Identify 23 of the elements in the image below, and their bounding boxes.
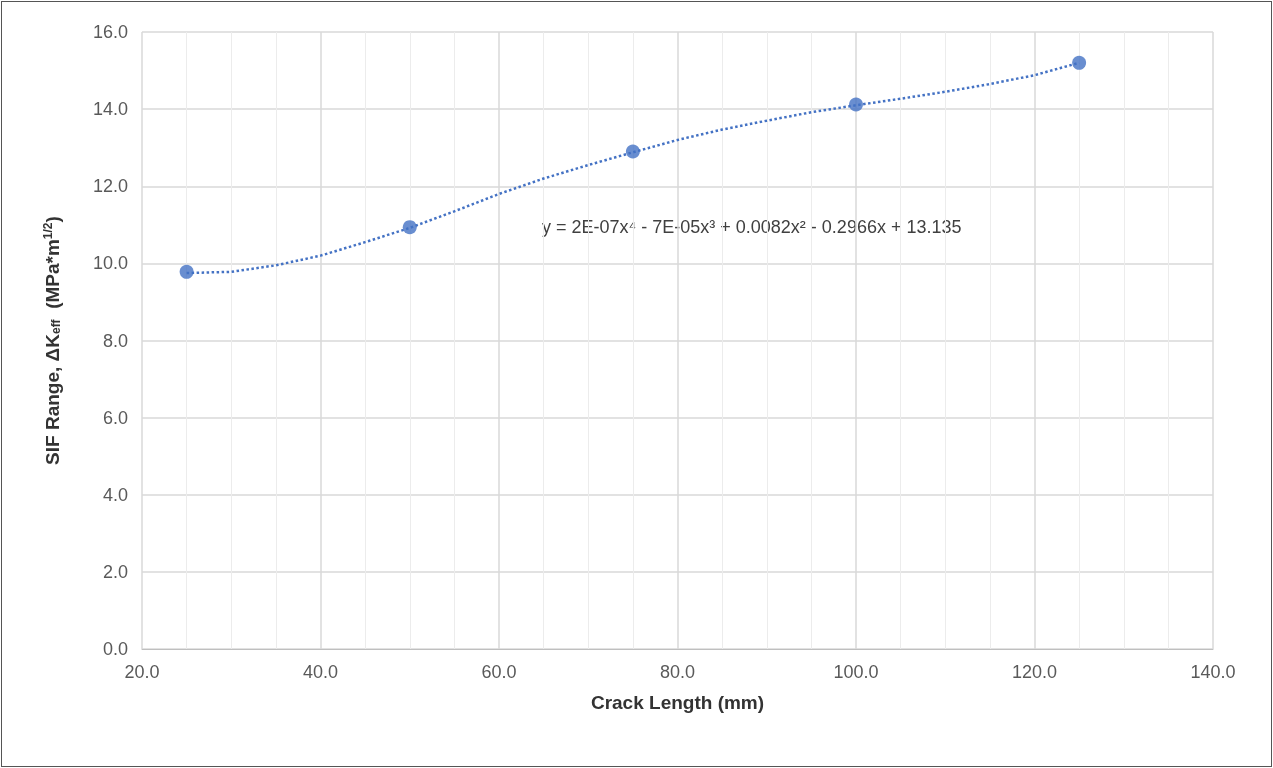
x-tick-label: 140.0	[1190, 662, 1236, 682]
x-tick-label: 20.0	[124, 662, 160, 682]
point	[179, 264, 194, 279]
x-tick-label: 120.0	[1011, 662, 1058, 682]
y-tick-label: 10.0	[92, 253, 128, 274]
y-tick-label: 2.0	[102, 561, 128, 582]
y-tick-label: 14.0	[92, 99, 128, 120]
point	[1072, 55, 1087, 70]
y-tick-label: 12.0	[92, 176, 128, 197]
x-tick-label: 60.0	[481, 662, 517, 682]
x-tick-label: 40.0	[302, 662, 339, 682]
y-tick-label: 16.0	[92, 22, 128, 42]
y-tick-label: 4.0	[102, 484, 128, 505]
x-tick-label: 80.0	[659, 662, 696, 682]
y-axis-title: SIF Range, ΔKeff (MPa*m1/2)	[41, 216, 63, 465]
point	[625, 144, 640, 159]
x-axis-title: Crack Length (mm)	[590, 692, 765, 713]
x-tick-label: 100.0	[833, 662, 879, 682]
y-tick-label: 8.0	[102, 330, 128, 351]
y-tick-label: 0.0	[102, 639, 128, 659]
point	[402, 220, 417, 235]
point	[849, 97, 863, 112]
y-tick-label: 6.0	[102, 407, 128, 428]
